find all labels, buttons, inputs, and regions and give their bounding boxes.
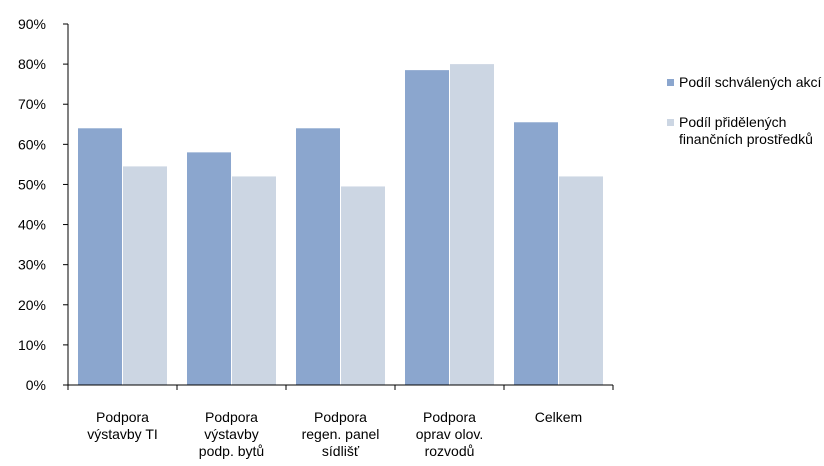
x-category-label-0: Podpora výstavby TI <box>87 409 158 442</box>
bar-allocated-0 <box>123 166 167 385</box>
bar-approved-1 <box>187 152 231 385</box>
bar-allocated-3 <box>450 64 494 385</box>
bar-allocated-1 <box>232 176 276 385</box>
y-tick-label-20: 20% <box>18 297 46 313</box>
x-category-label-1: Podpora výstavby podp. bytů <box>199 409 264 459</box>
bar-allocated-4 <box>559 176 603 385</box>
legend: Podíl schválených akcí Podíl přidělených… <box>667 74 824 171</box>
legend-label-approved-actions: Podíl schválených akcí <box>679 74 822 90</box>
bar-approved-0 <box>78 128 122 386</box>
bar-approved-4 <box>514 122 558 386</box>
legend-item-approved-actions: Podíl schválených akcí <box>667 74 824 91</box>
y-tick-label-40: 40% <box>18 217 46 233</box>
y-tick-label-80: 80% <box>18 56 46 72</box>
bar-approved-3 <box>405 70 449 385</box>
legend-label-allocated-funds: Podíl přidělených finančních prostředků <box>679 114 813 147</box>
legend-swatch-allocated-funds <box>667 119 674 126</box>
x-category-label-2: Podpora regen. panel sídlišť <box>302 409 380 459</box>
y-tick-label-60: 60% <box>18 136 46 152</box>
bar-approved-2 <box>296 128 340 386</box>
bar-allocated-2 <box>341 186 385 385</box>
y-tick-label-30: 30% <box>18 257 46 273</box>
legend-swatch-approved-actions <box>667 79 674 86</box>
y-tick-label-0: 0% <box>26 377 46 393</box>
y-tick-label-10: 10% <box>18 337 46 353</box>
x-category-label-3: Podpora oprav olov. rozvodů <box>416 409 483 459</box>
y-tick-label-70: 70% <box>18 96 46 112</box>
legend-item-allocated-funds: Podíl přidělených finančních prostředků <box>667 114 824 148</box>
y-tick-label-50: 50% <box>18 176 46 192</box>
y-tick-label-90: 90% <box>18 16 46 32</box>
x-category-label-4: Celkem <box>535 409 582 425</box>
